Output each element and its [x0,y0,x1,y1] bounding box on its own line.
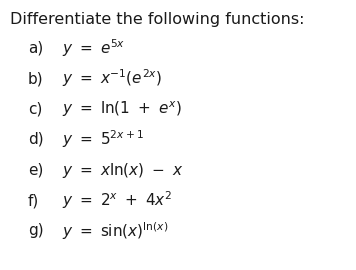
Text: $y \ = \ e^{5x}$: $y \ = \ e^{5x}$ [62,37,125,59]
Text: g): g) [28,224,44,238]
Text: e): e) [28,163,43,177]
Text: b): b) [28,71,44,86]
Text: $y \ = \ 5^{2x+1}$: $y \ = \ 5^{2x+1}$ [62,129,144,150]
Text: $y \ = \ x\ln(x) \ - \ x$: $y \ = \ x\ln(x) \ - \ x$ [62,160,184,180]
Text: a): a) [28,40,43,56]
Text: $y \ = \ \sin(x)^{\ln(x)}$: $y \ = \ \sin(x)^{\ln(x)}$ [62,220,168,242]
Text: Differentiate the following functions:: Differentiate the following functions: [10,12,304,27]
Text: c): c) [28,102,42,116]
Text: $y \ = \ x^{-1}(e^{2x})$: $y \ = \ x^{-1}(e^{2x})$ [62,68,162,89]
Text: d): d) [28,132,44,147]
Text: f): f) [28,193,39,208]
Text: $y \ = \ \ln(1 \ + \ e^{x})$: $y \ = \ \ln(1 \ + \ e^{x})$ [62,99,182,119]
Text: $y \ = \ 2^{x} \ + \ 4x^{2}$: $y \ = \ 2^{x} \ + \ 4x^{2}$ [62,190,172,211]
